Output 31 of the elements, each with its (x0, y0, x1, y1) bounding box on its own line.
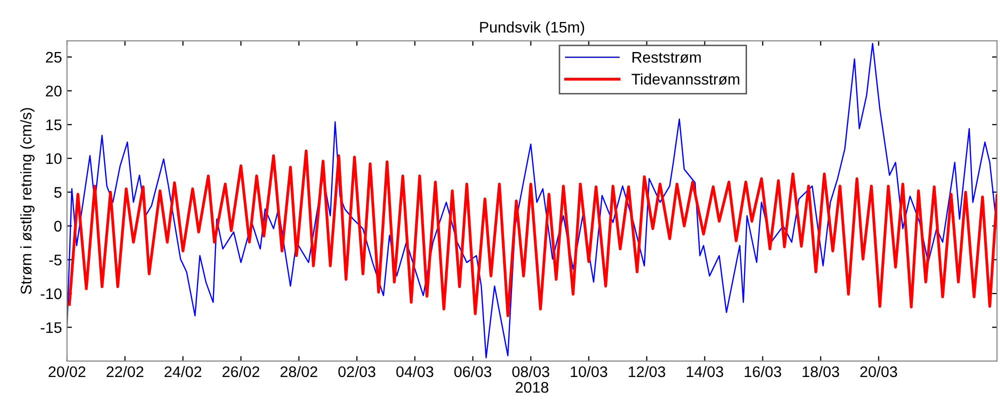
x-tick-label: 26/02 (222, 366, 260, 378)
x-tick-label: 08/03 (512, 366, 550, 378)
x-tick-label: 06/03 (454, 366, 492, 378)
y-tick-label: 5 (54, 187, 62, 198)
chart-title: Pundsvik (15m) (480, 21, 584, 36)
legend-label: Reststrøm (632, 52, 701, 63)
y-tick-label: -5 (49, 254, 62, 266)
x-tick-label: 12/03 (628, 366, 666, 378)
x-tick-label: 14/03 (686, 366, 724, 378)
y-tick-label: -15 (40, 322, 62, 333)
y-tick-label: 15 (46, 120, 62, 130)
x-tick-label: 24/02 (164, 366, 202, 378)
x-tick-label: 18/03 (802, 366, 840, 378)
y-tick-label: 0 (54, 220, 62, 232)
x-tick-label: 10/03 (570, 366, 608, 378)
y-tick-label: 25 (46, 52, 62, 63)
line-series (67, 42, 997, 358)
x-tick-label: 28/02 (280, 366, 318, 378)
x-tick-label: 02/03 (338, 366, 376, 378)
line-series (68, 150, 997, 318)
x-axis-title: 2018 (516, 382, 548, 393)
x-tick-label: 16/03 (744, 366, 782, 378)
y-tick-label: 20 (46, 86, 62, 96)
x-tick-label: 22/02 (106, 366, 144, 378)
y-axis-title: Strøm i østlig retning (cm/s) (20, 108, 35, 294)
x-tick-label: 20/02 (48, 366, 86, 378)
y-tick-label: 10 (46, 153, 62, 164)
legend-label: Tidevannsstrøm (632, 73, 740, 85)
x-tick-label: 20/03 (860, 366, 898, 378)
x-tick-label: 04/03 (396, 366, 434, 378)
y-tick-label: -10 (40, 288, 62, 300)
